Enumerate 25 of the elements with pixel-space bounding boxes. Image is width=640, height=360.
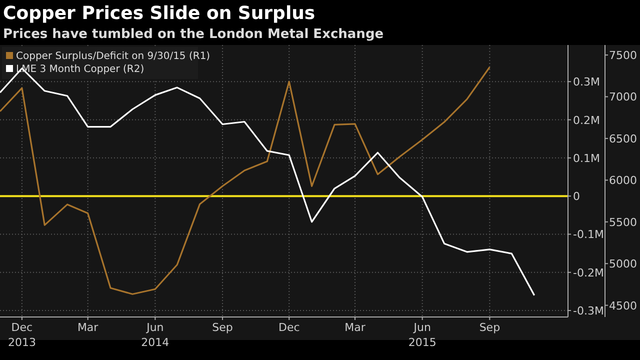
x-tick-label: Sep — [479, 321, 500, 334]
x-tick-label: Dec — [278, 321, 300, 334]
y-tick-label: -0.1M — [573, 228, 604, 242]
legend-label: Copper Surplus/Deficit on 9/30/15 (R1) — [16, 51, 210, 62]
y2-tick-label: 5000 — [609, 258, 637, 271]
x-tick-label: Jun 2014 — [141, 321, 170, 349]
y-tick-label: 0.2M — [573, 114, 600, 127]
y-tick-label: 0.3M — [573, 76, 600, 89]
x-tick-label: Mar — [77, 321, 99, 334]
y2-tick-label: 5500 — [609, 216, 637, 229]
x-tick-label: Sep — [212, 321, 233, 334]
y2-tick-label: 6000 — [609, 174, 637, 188]
chart-subtitle: Prices have tumbled on the London Metal Exchange — [3, 27, 384, 42]
y-tick-label: 0 — [573, 190, 580, 204]
x-tick-label: Jun 2015 — [408, 321, 436, 349]
y-tick-label: -0.3M — [573, 304, 604, 318]
x-tick-label: Mar — [344, 321, 366, 334]
y-tick-label: -0.2M — [573, 266, 604, 280]
chart-title: Copper Prices Slide on Surplus — [3, 3, 316, 24]
y2-tick-label: 7000 — [609, 90, 637, 104]
y2-tick-label: 7500 — [609, 49, 637, 62]
y2-tick-label: 6500 — [609, 132, 637, 146]
y2-tick-label: 4500 — [609, 299, 637, 312]
x-tick-label: Dec 2013 — [8, 321, 36, 349]
y-tick-label: 0.1M — [573, 152, 600, 165]
